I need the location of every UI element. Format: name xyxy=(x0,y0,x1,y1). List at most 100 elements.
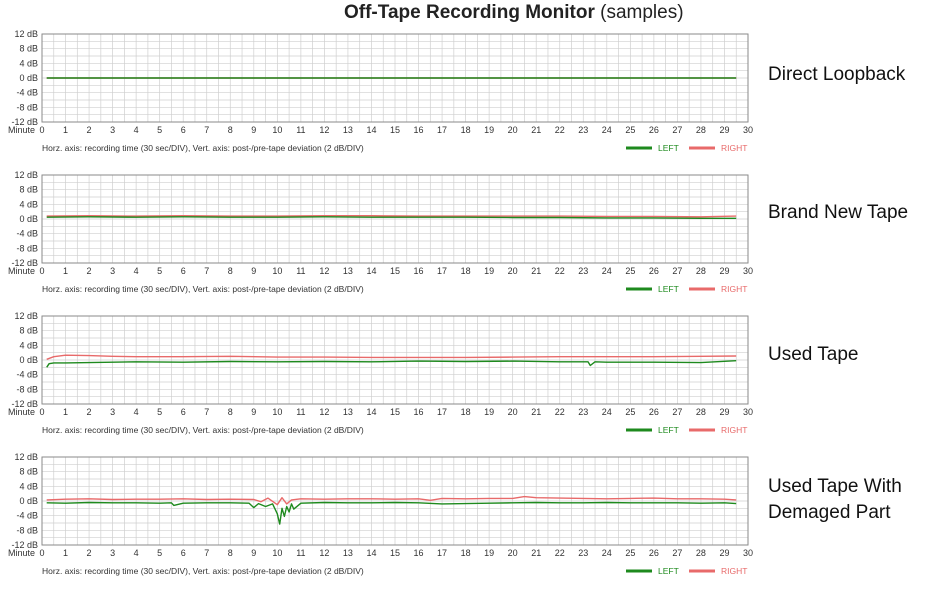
x-tick-label: 13 xyxy=(343,125,353,135)
x-tick-label: 23 xyxy=(578,407,588,417)
x-tick-label: 27 xyxy=(672,407,682,417)
panel-label: Used Tape With Demaged Part xyxy=(768,474,948,526)
x-tick-label: 13 xyxy=(343,548,353,558)
x-tick-label: 21 xyxy=(531,548,541,558)
panel-label: Used Tape xyxy=(768,342,948,368)
x-tick-label: 0 xyxy=(39,407,44,417)
x-tick-label: 1 xyxy=(63,125,68,135)
y-tick-label: 4 dB xyxy=(19,340,38,350)
x-tick-label: 27 xyxy=(672,548,682,558)
x-tick-label: 15 xyxy=(390,125,400,135)
legend-label-right: RIGHT xyxy=(721,425,747,435)
panel-label: Brand New Tape xyxy=(768,200,948,226)
y-tick-label: 8 dB xyxy=(19,467,38,477)
x-tick-label: 13 xyxy=(343,407,353,417)
panel-label-line: Used Tape xyxy=(768,344,859,365)
title-suffix: (samples) xyxy=(594,2,684,23)
x-tick-label: 25 xyxy=(625,125,635,135)
x-tick-label: 10 xyxy=(272,548,282,558)
x-tick-label: 29 xyxy=(719,125,729,135)
x-tick-label: 3 xyxy=(110,548,115,558)
x-tick-label: 30 xyxy=(743,266,753,276)
panel-label-line: Direct Loopback xyxy=(768,64,906,85)
x-tick-label: 24 xyxy=(602,266,612,276)
legend-label-right: RIGHT xyxy=(721,284,747,294)
x-tick-label: 5 xyxy=(157,407,162,417)
x-tick-label: 24 xyxy=(602,407,612,417)
y-tick-label: 0 dB xyxy=(19,496,38,506)
x-tick-label: 3 xyxy=(110,125,115,135)
x-tick-label: 28 xyxy=(696,548,706,558)
x-tick-label: 29 xyxy=(719,266,729,276)
x-tick-label: 20 xyxy=(508,125,518,135)
y-tick-label: -8 dB xyxy=(16,102,38,112)
x-tick-label: 16 xyxy=(414,548,424,558)
x-tick-label: 19 xyxy=(484,407,494,417)
series-line-left xyxy=(46,501,737,525)
plot-frame xyxy=(41,315,749,405)
y-tick-label: 4 dB xyxy=(19,58,38,68)
y-tick-label: -8 dB xyxy=(16,384,38,394)
x-tick-label: 25 xyxy=(625,266,635,276)
x-tick-label: 28 xyxy=(696,125,706,135)
x-tick-label: 23 xyxy=(578,548,588,558)
x-tick-label: 12 xyxy=(319,266,329,276)
y-tick-label: 8 dB xyxy=(19,326,38,336)
y-tick-label: 4 dB xyxy=(19,481,38,491)
x-tick-label: 26 xyxy=(649,407,659,417)
y-tick-label: 12 dB xyxy=(14,311,38,321)
x-tick-label: 20 xyxy=(508,548,518,558)
x-tick-label: 8 xyxy=(228,266,233,276)
x-tick-label: 27 xyxy=(672,266,682,276)
y-tick-label: 8 dB xyxy=(19,185,38,195)
y-tick-label: -12 dB xyxy=(11,399,38,409)
x-tick-label: 28 xyxy=(696,407,706,417)
panel-label-line: Used Tape With xyxy=(768,476,902,497)
x-tick-label: 2 xyxy=(87,407,92,417)
series-line-right xyxy=(46,495,737,506)
x-tick-label: 2 xyxy=(87,548,92,558)
panel-label: Direct Loopback xyxy=(768,62,948,88)
x-tick-label: 26 xyxy=(649,266,659,276)
x-tick-label: 21 xyxy=(531,407,541,417)
y-tick-label: -8 dB xyxy=(16,243,38,253)
x-tick-label: 15 xyxy=(390,266,400,276)
x-tick-label: 7 xyxy=(204,548,209,558)
y-tick-label: -8 dB xyxy=(16,525,38,535)
y-tick-label: -4 dB xyxy=(16,229,38,239)
y-tick-label: -4 dB xyxy=(16,88,38,98)
x-axis-label: Minute xyxy=(8,125,35,135)
x-tick-label: 9 xyxy=(251,266,256,276)
x-tick-label: 10 xyxy=(272,266,282,276)
x-tick-label: 17 xyxy=(437,125,447,135)
y-tick-label: 8 dB xyxy=(19,44,38,54)
x-tick-label: 18 xyxy=(461,266,471,276)
x-tick-label: 4 xyxy=(134,125,139,135)
x-tick-label: 13 xyxy=(343,266,353,276)
y-tick-label: -4 dB xyxy=(16,370,38,380)
x-tick-label: 16 xyxy=(414,266,424,276)
x-tick-label: 17 xyxy=(437,407,447,417)
x-tick-label: 21 xyxy=(531,125,541,135)
x-tick-label: 24 xyxy=(602,548,612,558)
plot-frame xyxy=(41,33,749,123)
x-tick-label: 22 xyxy=(555,125,565,135)
x-tick-label: 24 xyxy=(602,125,612,135)
y-tick-label: 0 dB xyxy=(19,214,38,224)
legend-label-left: LEFT xyxy=(658,566,679,576)
x-tick-label: 27 xyxy=(672,125,682,135)
legend-label-left: LEFT xyxy=(658,284,679,294)
series-line-left xyxy=(46,216,737,220)
x-tick-label: 1 xyxy=(63,407,68,417)
x-tick-label: 2 xyxy=(87,125,92,135)
x-tick-label: 10 xyxy=(272,125,282,135)
x-tick-label: 7 xyxy=(204,125,209,135)
x-tick-label: 7 xyxy=(204,266,209,276)
x-tick-label: 17 xyxy=(437,548,447,558)
x-tick-label: 18 xyxy=(461,548,471,558)
series-line-left xyxy=(46,360,737,368)
y-tick-label: -4 dB xyxy=(16,511,38,521)
